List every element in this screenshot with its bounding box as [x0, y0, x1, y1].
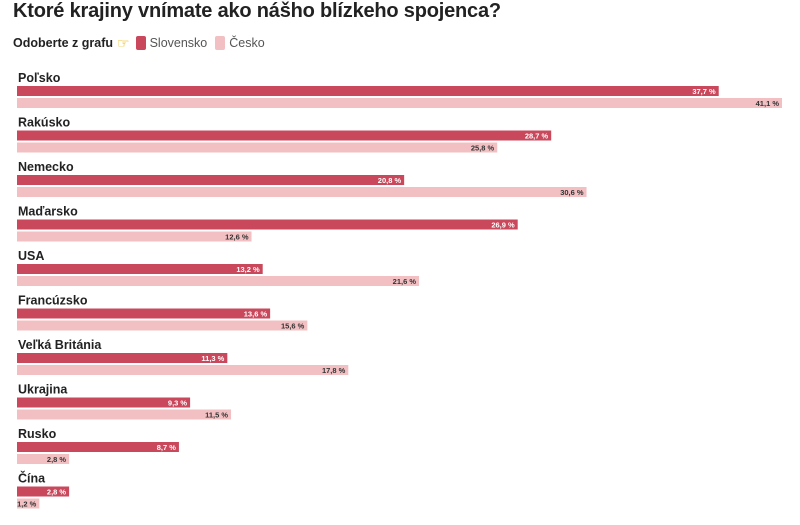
- bar-cesko-madarsko[interactable]: [17, 231, 252, 242]
- category-label-velka-britania: Veľká Británia: [18, 338, 102, 352]
- category-label-cina: Čína: [18, 471, 46, 486]
- value-label-cesko-rusko: 2,8 %: [47, 455, 67, 464]
- bar-slovensko-ukrajina[interactable]: [17, 397, 191, 408]
- legend-swatch-cesko: [215, 36, 226, 50]
- bar-slovensko-usa[interactable]: [17, 264, 263, 274]
- value-label-cesko-ukrajina: 11,5 %: [205, 411, 228, 420]
- category-label-madarsko: Maďarsko: [18, 205, 78, 219]
- bar-slovensko-polsko[interactable]: [17, 86, 719, 96]
- bar-cesko-nemecko[interactable]: [17, 187, 587, 197]
- value-label-slovensko-cina: 2,8 %: [47, 488, 67, 497]
- bar-cesko-velka-britania[interactable]: [17, 365, 349, 375]
- value-label-cesko-polsko: 41,1 %: [756, 99, 780, 108]
- legend-label: Odoberte z grafu: [13, 36, 114, 50]
- bar-slovensko-madarsko[interactable]: [17, 219, 518, 230]
- legend-item-cesko[interactable]: Česko: [215, 36, 265, 50]
- bar-cesko-cina[interactable]: [17, 498, 40, 509]
- bar-slovensko-francuzsko[interactable]: [17, 308, 271, 319]
- value-label-cesko-francuzsko: 15,6 %: [281, 322, 305, 331]
- bar-slovensko-rusko[interactable]: [17, 442, 179, 452]
- pointing-hand-icon: ☞: [117, 35, 130, 51]
- legend-swatch-slovensko: [135, 36, 146, 50]
- legend: Odoberte z grafu ☞ Slovensko Česko: [13, 34, 273, 52]
- value-label-slovensko-polsko: 37,7 %: [692, 87, 716, 96]
- value-label-slovensko-madarsko: 26,9 %: [491, 221, 515, 230]
- bar-cesko-polsko[interactable]: [17, 98, 782, 108]
- category-label-usa: USA: [18, 249, 44, 263]
- value-label-slovensko-francuzsko: 13,6 %: [244, 310, 268, 319]
- bar-cesko-usa[interactable]: [17, 276, 420, 286]
- value-label-slovensko-rakusko: 28,7 %: [525, 132, 549, 141]
- value-label-cesko-madarsko: 12,6 %: [225, 233, 249, 242]
- value-label-slovensko-nemecko: 20,8 %: [378, 176, 402, 185]
- bar-cesko-ukrajina[interactable]: [17, 409, 232, 420]
- bar-cesko-rusko[interactable]: [17, 454, 70, 464]
- bar-slovensko-rakusko[interactable]: [17, 130, 552, 141]
- value-label-cesko-rakusko: 25,8 %: [471, 144, 495, 153]
- bar-slovensko-cina[interactable]: [17, 486, 70, 497]
- category-label-ukrajina: Ukrajina: [18, 383, 68, 397]
- bar-slovensko-nemecko[interactable]: [17, 175, 405, 185]
- bar-cesko-rakusko[interactable]: [17, 142, 498, 153]
- bar-slovensko-velka-britania[interactable]: [17, 353, 228, 363]
- value-label-cesko-usa: 21,6 %: [393, 277, 417, 286]
- legend-text-slovensko: Slovensko: [149, 36, 208, 50]
- legend-item-slovensko[interactable]: Slovensko: [135, 36, 208, 50]
- value-label-cesko-nemecko: 30,6 %: [560, 188, 584, 197]
- chart-title: Ktoré krajiny vnímate ako nášho blízkeho…: [13, 0, 501, 22]
- category-label-nemecko: Nemecko: [18, 160, 74, 174]
- value-label-slovensko-ukrajina: 9,3 %: [168, 399, 188, 408]
- category-label-rusko: Rusko: [18, 427, 57, 441]
- category-label-francuzsko: Francúzsko: [18, 294, 88, 308]
- category-label-rakusko: Rakúsko: [18, 116, 70, 130]
- value-label-slovensko-velka-britania: 11,3 %: [201, 354, 224, 363]
- value-label-slovensko-rusko: 8,7 %: [157, 443, 177, 452]
- value-label-slovensko-usa: 13,2 %: [236, 265, 260, 274]
- category-label-polsko: Poľsko: [18, 71, 61, 85]
- legend-text-cesko: Česko: [229, 36, 265, 50]
- value-label-cesko-velka-britania: 17,8 %: [322, 366, 346, 375]
- bar-cesko-francuzsko[interactable]: [17, 320, 308, 331]
- value-label-cesko-cina: 1,2 %: [17, 500, 37, 509]
